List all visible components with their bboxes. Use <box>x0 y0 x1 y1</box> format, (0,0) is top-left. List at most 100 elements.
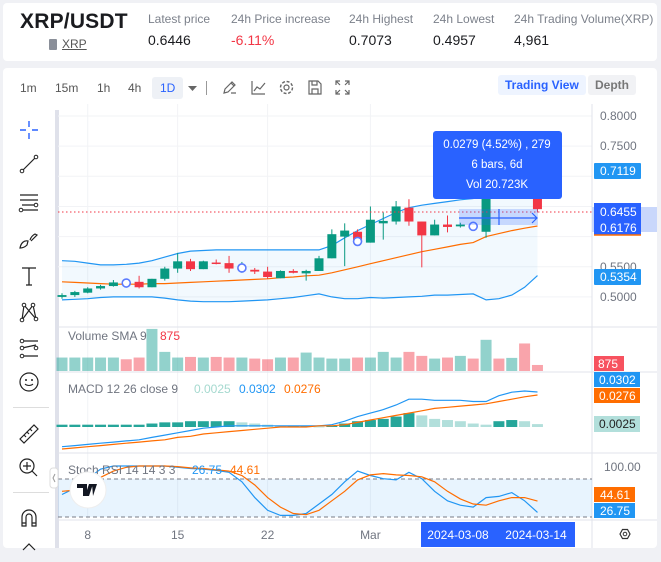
volume-bar <box>56 357 68 371</box>
marker-circle <box>121 278 132 288</box>
histogram-bar <box>95 424 107 427</box>
market-header: XRP/USDT XRP Latest price 0.6446 24h Pric… <box>3 3 657 61</box>
last-price-value: 0.6455 <box>600 205 637 219</box>
trend-line-icon[interactable] <box>17 152 41 176</box>
signal-axis-label <box>594 388 640 403</box>
histogram-bar <box>506 420 518 427</box>
measure-range[interactable] <box>459 209 538 225</box>
candle-body <box>186 261 195 270</box>
candle-body <box>173 261 183 269</box>
candle-body <box>288 270 298 273</box>
time-range-highlight <box>421 522 575 547</box>
base-asset-label: XRP <box>62 37 87 51</box>
base-asset-link[interactable]: XRP <box>49 37 87 51</box>
crosshair-icon[interactable] <box>17 118 41 142</box>
settings-gear-icon[interactable] <box>278 79 295 96</box>
candle-body <box>224 263 234 269</box>
timeframe-1m[interactable]: 1m <box>20 81 37 95</box>
candle-body <box>404 207 414 222</box>
volume-bar <box>274 357 286 371</box>
range-end-date: 2024-03-14 <box>505 528 567 542</box>
volume-bar <box>146 328 158 371</box>
zoom-in-icon[interactable] <box>17 456 41 480</box>
volume-bar <box>197 357 209 371</box>
chart-settings-icon[interactable] <box>619 528 631 540</box>
timeframe-1h[interactable]: 1h <box>97 81 111 95</box>
pane-separators <box>58 104 657 548</box>
candle-body <box>353 231 363 242</box>
collapse-toolbar-button[interactable] <box>49 467 59 489</box>
save-icon[interactable] <box>306 79 323 96</box>
stat-label: 24h Highest <box>349 12 414 26</box>
candle-body <box>198 261 208 270</box>
volume-bar <box>519 343 531 371</box>
stat-value: 0.7073 <box>349 32 392 48</box>
fib-lines-icon[interactable] <box>17 190 41 214</box>
lower-band-value: 0.5354 <box>600 270 637 284</box>
volume-bar <box>223 357 235 371</box>
macd-axis-label <box>594 372 640 387</box>
emoji-icon[interactable] <box>17 370 41 394</box>
histogram-bar <box>416 415 428 427</box>
draw-pencil-icon[interactable] <box>221 79 238 96</box>
volume-bar <box>133 357 145 371</box>
stat-price-change: 24h Price increase -6.11% <box>231 12 330 48</box>
timeframe-dropdown-icon[interactable] <box>184 79 201 96</box>
volume-bar <box>69 357 81 371</box>
macd-legend-label: MACD 12 26 close 9 <box>68 382 178 396</box>
trading-view-button[interactable]: Trading View <box>498 75 586 95</box>
histogram-bar <box>223 421 235 427</box>
book-icon <box>49 38 57 50</box>
price-chart[interactable]: 0.0279 (4.52%) , 279 6 bars, 6d Vol 20.7… <box>3 68 657 548</box>
candle-body <box>96 286 106 289</box>
drawing-toolbar <box>3 110 55 551</box>
stat-value: 0.6446 <box>148 32 191 48</box>
toolbar-separator <box>13 407 49 408</box>
histogram-bar <box>146 423 158 427</box>
price-tick: 0.5000 <box>600 290 637 304</box>
brush-icon[interactable] <box>17 228 41 252</box>
time-axis[interactable]: 8 15 22 Mar <box>84 528 380 542</box>
tooltip-bars: 6 bars, 6d <box>471 159 522 171</box>
timeframe-1d[interactable]: 1D <box>152 77 184 99</box>
macd-legend-signal: 0.0276 <box>284 382 321 396</box>
histogram-bar <box>403 413 415 427</box>
volume-bar <box>172 357 184 371</box>
toolbar-divider-stripe <box>55 110 59 548</box>
tooltip-box <box>433 131 562 199</box>
volume-bar <box>95 357 107 371</box>
histogram-bar <box>454 421 466 427</box>
fullscreen-icon[interactable] <box>334 79 351 96</box>
ruler-icon[interactable] <box>17 422 41 446</box>
chart-panel: 1m 15m 1h 4h 1D Trading View Depth <box>3 68 657 551</box>
depth-button[interactable]: Depth <box>588 75 636 95</box>
timeframe-4h[interactable]: 4h <box>128 81 142 95</box>
volume-bar <box>506 357 518 371</box>
stoch-d-axis-label <box>594 487 635 502</box>
pattern-icon[interactable] <box>17 300 41 324</box>
tradingview-logo[interactable] <box>69 471 107 509</box>
macd-axis-value: 0.0302 <box>599 373 636 387</box>
macd-histogram <box>56 413 543 428</box>
stoch-tick: 100.00 <box>604 460 641 474</box>
volume-legend-value: 875 <box>160 329 180 343</box>
histogram-bar <box>429 418 441 427</box>
stat-value: 0.4957 <box>433 32 476 48</box>
hist-axis-label <box>594 416 640 432</box>
histogram-bar <box>493 421 505 427</box>
volume-bar <box>300 352 312 371</box>
hist-axis-value: 0.0025 <box>599 417 636 431</box>
stoch-d-axis-value: 44.61 <box>600 488 630 502</box>
lock-drawings-icon[interactable] <box>17 538 41 562</box>
timeframe-15m[interactable]: 15m <box>55 81 79 95</box>
forecast-icon[interactable] <box>17 336 41 360</box>
candle-body <box>391 206 401 222</box>
histogram-bar <box>326 425 338 427</box>
text-tool-icon[interactable] <box>17 264 41 288</box>
indicators-icon[interactable] <box>250 79 267 96</box>
stat-label: 24h Trading Volume(XRP) <box>514 12 654 26</box>
candle-body <box>340 230 350 237</box>
candle-body <box>481 176 491 232</box>
volume-bar <box>210 356 222 371</box>
magnet-icon[interactable] <box>17 506 41 530</box>
